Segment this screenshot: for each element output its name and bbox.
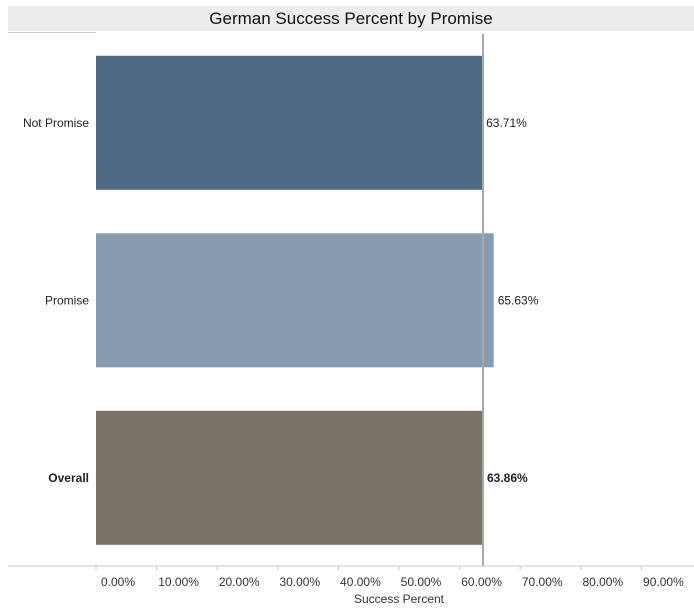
bars-group: Not Promise 63.71% Promise 65.63% Overall 63.… [23, 34, 539, 566]
chart-title: German Success Percent by Promise [8, 6, 694, 31]
x-tick-label: 0.00% [101, 575, 135, 589]
bar-not-promise[interactable] [96, 55, 483, 190]
x-tick-label: 40.00% [340, 575, 381, 589]
x-tick-label: 20.00% [219, 575, 260, 589]
x-tick-label: 70.00% [522, 575, 563, 589]
category-label-promise: Promise [45, 293, 89, 307]
x-tick-label: 30.00% [279, 575, 320, 589]
category-label-overall: Overall [48, 471, 89, 485]
x-axis-title: Success Percent [354, 592, 445, 606]
bar-overall[interactable] [96, 410, 483, 545]
x-tick-label: 90.00% [643, 575, 684, 589]
title-divider [8, 32, 96, 33]
bar-promise[interactable] [96, 233, 494, 368]
x-tick-label: 10.00% [158, 575, 199, 589]
value-label-not-promise: 63.71% [486, 116, 527, 130]
value-label-overall: 63.86% [487, 471, 528, 485]
value-label-promise: 65.63% [498, 293, 539, 307]
category-label-not-promise: Not Promise [23, 116, 89, 130]
x-tick-label: 50.00% [401, 575, 442, 589]
x-tick-label: 80.00% [582, 575, 623, 589]
x-tick-label: 60.00% [461, 575, 502, 589]
x-axis: 0.00% 10.00% 20.00% 30.00% 40.00% 50.00% 60.00… [8, 565, 694, 589]
